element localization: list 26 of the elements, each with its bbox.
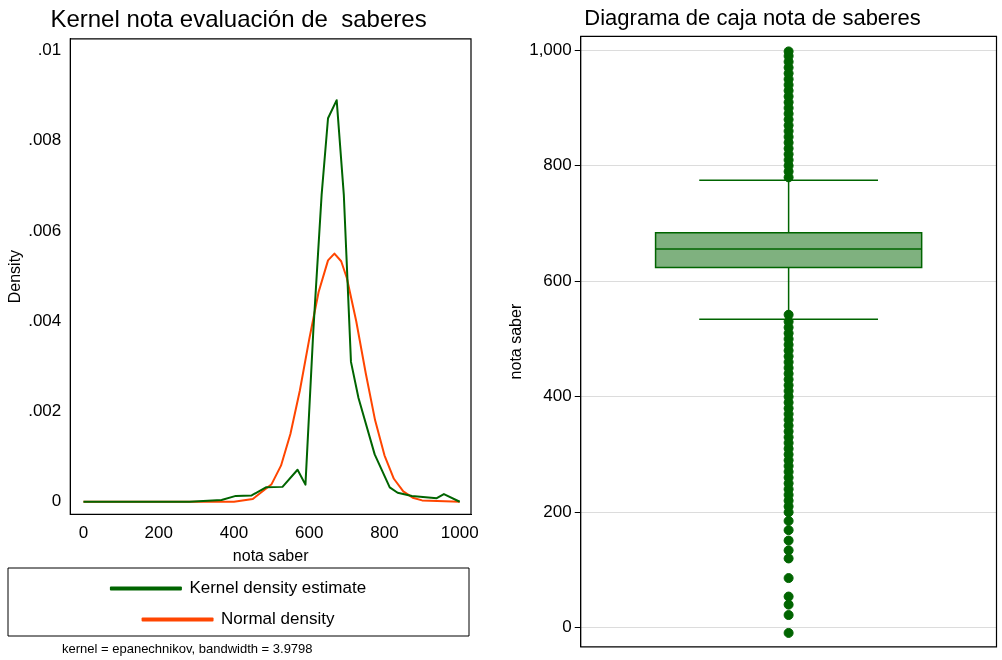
y-tick-label: .008 xyxy=(28,130,62,150)
y-tick-label: .01 xyxy=(37,40,62,60)
y-tick-label: 400 xyxy=(543,386,572,406)
x-tick-label: 1000 xyxy=(440,523,479,543)
y-axis-title: nota saber xyxy=(507,303,525,380)
y-tick-label: 600 xyxy=(543,270,572,290)
y-tick-label: 0 xyxy=(51,491,62,511)
x-tick-label: 800 xyxy=(370,523,399,543)
y-tick-label: 0 xyxy=(562,617,572,637)
y-axis-title: Density xyxy=(6,249,24,304)
x-axis-title: nota saber xyxy=(232,546,310,564)
x-tick-label: 600 xyxy=(295,523,324,543)
chart-title: Kernel nota evaluación de saberes xyxy=(50,5,427,33)
text: kernel = epanechnikov, bandwidth = 3.9798 xyxy=(62,641,313,657)
x-tick-label: 0 xyxy=(78,523,89,543)
chart-title: Diagrama de caja nota de saberes xyxy=(584,5,921,31)
y-tick-label: 800 xyxy=(543,155,572,175)
x-tick-label: 200 xyxy=(144,523,173,543)
x-tick-label: 400 xyxy=(219,523,249,543)
y-tick-label: .002 xyxy=(28,401,62,421)
y-tick-label: 1,000 xyxy=(529,39,572,59)
y-tick-label: .004 xyxy=(28,310,62,330)
legend-label: Normal density xyxy=(221,609,335,629)
y-tick-label: .006 xyxy=(28,220,62,240)
y-tick-label: 200 xyxy=(543,501,572,521)
legend-label: Kernel density estimate xyxy=(189,578,367,598)
